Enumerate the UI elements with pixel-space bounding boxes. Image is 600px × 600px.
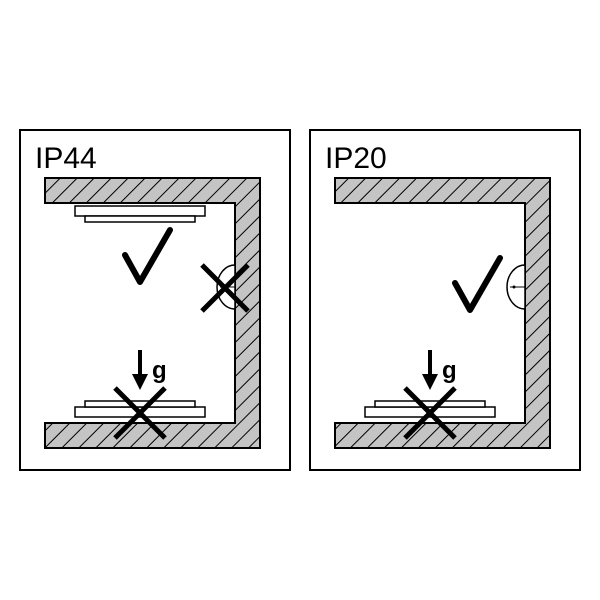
panel-ip44: IP44 — [20, 130, 290, 470]
ceiling-fixture-ip44 — [75, 206, 205, 222]
label-ip20: IP20 — [325, 142, 387, 175]
g-label-ip20: g — [442, 357, 457, 384]
g-label-ip44: g — [152, 357, 167, 384]
panel-ip20: IP20 g — [310, 130, 580, 470]
label-ip44: IP44 — [35, 142, 97, 175]
